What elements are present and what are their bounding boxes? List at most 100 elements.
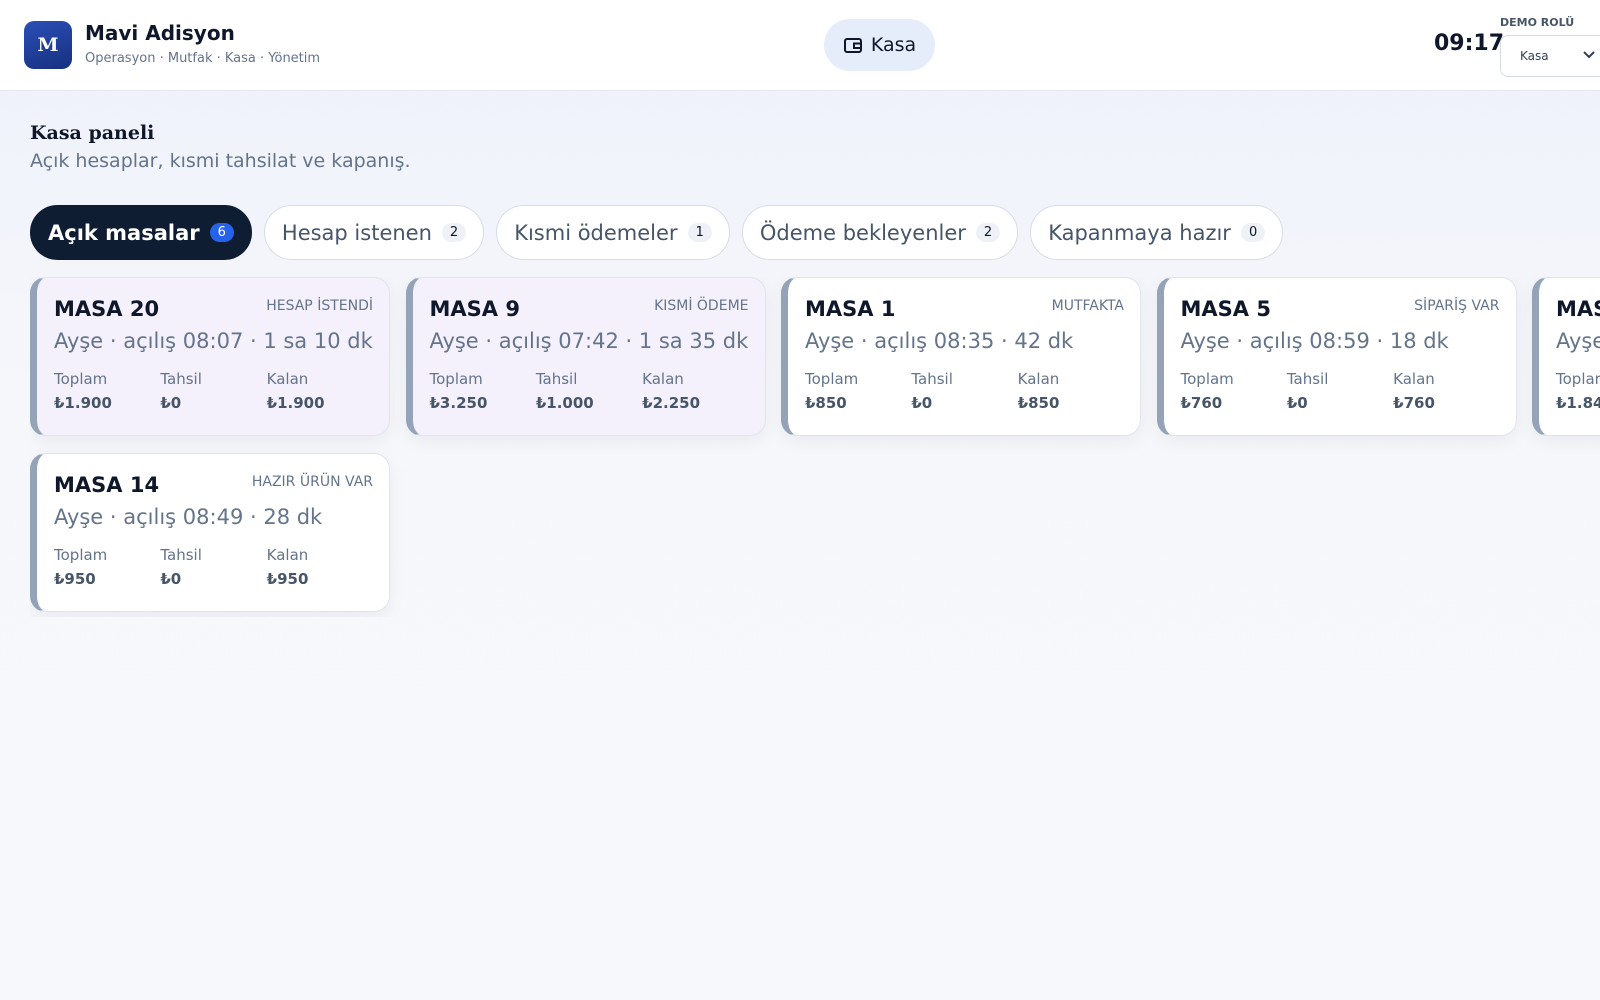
stat-label: Tahsil: [160, 370, 202, 388]
stat: Toplam ₺1.900: [54, 370, 160, 412]
stat-label: Tahsil: [911, 370, 953, 388]
table-meta: Ayşe · açılış 08:59 · 18 dk: [1180, 329, 1449, 353]
tab-label: Kapanmaya hazır: [1048, 220, 1231, 245]
tab-count: 0: [1240, 223, 1266, 242]
stat-value: ₺0: [911, 394, 933, 412]
tab-count: 6: [209, 223, 234, 242]
stat-value: ₺0: [160, 394, 182, 412]
stat-label: Toplam: [805, 370, 859, 388]
tabs: Açık masalar 6 Hesap istenen 2 Kısmi ödemele…: [30, 205, 1284, 260]
app-title: Mavi Adisyon: [85, 21, 235, 45]
brand: Mavi Adisyon Operasyon · Mutfak · Kasa ·…: [85, 21, 320, 66]
stat: Kalan ₺1.900: [267, 370, 373, 412]
filter-tab[interactable]: Hesap istenen 2: [263, 205, 485, 260]
table-meta: Ayşe · açılış 08:49 · 28 dk: [54, 505, 323, 529]
stat-value: ₺950: [266, 570, 309, 588]
table-name: MASA 1: [805, 297, 896, 321]
table-status: KISMİ ÖDEME: [654, 298, 749, 314]
clock: 09:17: [1434, 31, 1505, 56]
stat: Kalan ₺760: [1393, 370, 1499, 412]
stat: Kalan ₺2.250: [642, 370, 748, 412]
stat: Kalan ₺950: [267, 546, 373, 588]
stat-label: Toplam: [1180, 370, 1234, 388]
filter-tab[interactable]: Ödeme bekleyenler 2: [741, 205, 1019, 260]
page-title: Kasa paneli: [30, 122, 155, 144]
table-card[interactable]: MAS Ayşe Toplar ₺1.84: [1532, 277, 1600, 436]
stat-label: Toplar: [1556, 370, 1600, 388]
role-select[interactable]: Kasa: [1500, 35, 1600, 77]
table-card[interactable]: MASA 14 HAZIR ÜRÜN VAR Ayşe · açılış 08:49…: [30, 453, 390, 612]
stat-label: Kalan: [266, 370, 309, 388]
stat-value: ₺850: [805, 394, 847, 412]
table-meta: Ayşe · açılış 08:07 · 1 sa 10 dk: [54, 329, 373, 353]
stat-value: ₺1.900: [54, 394, 112, 412]
stat-label: Tahsil: [1286, 370, 1329, 388]
stat: Tahsil ₺0: [911, 370, 1017, 412]
stats-row: Toplar ₺1.84: [1556, 370, 1600, 412]
stat-value: ₺3.250: [429, 394, 488, 412]
table-card[interactable]: MASA 1 MUTFAKTA Ayşe · açılış 08:35 · 42 d…: [781, 277, 1141, 436]
nav-button[interactable]: Kasa: [824, 19, 935, 71]
tab-label: Açık masalar: [48, 220, 200, 245]
stat-label: Toplam: [54, 370, 108, 388]
stat: Tahsil ₺0: [160, 546, 266, 588]
stat-label: Tahsil: [535, 370, 578, 388]
stat-value: ₺950: [54, 570, 96, 588]
table-name: MASA 9: [429, 297, 520, 321]
stat-label: Toplam: [54, 546, 108, 564]
filter-tab[interactable]: Kısmi ödemeler 1: [496, 205, 730, 260]
stats-row: Toplam ₺3.250 Tahsil ₺1.000 Kalan ₺2.250: [430, 370, 749, 412]
table-name: MASA 20: [54, 297, 160, 321]
stat: Toplam ₺850: [805, 370, 911, 412]
stat-value: ₺0: [1286, 394, 1308, 412]
filter-tab[interactable]: Kapanmaya hazır 0: [1030, 205, 1284, 260]
stat-value: ₺1.900: [266, 394, 325, 412]
logo[interactable]: M: [24, 21, 72, 69]
tab-label: Ödeme bekleyenler: [759, 220, 966, 245]
table-status: HESAP İSTENDİ: [266, 298, 373, 314]
stat: Toplam ₺950: [54, 546, 160, 588]
table-meta: Ayşe: [1556, 329, 1600, 353]
table-card[interactable]: MASA 20 HESAP İSTENDİ Ayşe · açılış 08:07 …: [30, 277, 390, 436]
stat: Tahsil ₺0: [1287, 370, 1393, 412]
stat-value: ₺760: [1393, 394, 1435, 412]
table-name: MASA 14: [54, 473, 160, 497]
table-meta: Ayşe · açılış 08:35 · 42 dk: [805, 329, 1074, 353]
stat-value: ₺1.84: [1556, 394, 1600, 412]
role-value: Kasa: [1520, 49, 1549, 63]
stat: Toplam ₺760: [1181, 370, 1287, 412]
stat-value: ₺1.000: [535, 394, 594, 412]
stats-row: Toplam ₺1.900 Tahsil ₺0 Kalan ₺1.900: [54, 370, 373, 412]
table-meta: Ayşe · açılış 07:42 · 1 sa 35 dk: [429, 329, 749, 353]
tab-count: 2: [441, 223, 467, 242]
tab-count: 1: [687, 223, 712, 242]
page-subtitle: Açık hesaplar, kısmi tahsilat ve kapanış…: [30, 150, 411, 172]
table-card[interactable]: MASA 5 SİPARİŞ VAR Ayşe · açılış 08:59 · 1…: [1156, 277, 1517, 436]
card-grid: MASA 20 HESAP İSTENDİ Ayşe · açılış 08:07 …: [30, 277, 1600, 617]
stat: Toplam ₺3.250: [430, 370, 536, 412]
filter-tab[interactable]: Açık masalar 6: [30, 205, 252, 260]
stat: Toplar ₺1.84: [1556, 370, 1600, 412]
wallet-icon: [843, 38, 862, 53]
stat-value: ₺0: [160, 570, 182, 588]
nav-label: Kasa: [870, 34, 917, 56]
chevron: [1583, 51, 1595, 59]
stat: Tahsil ₺0: [160, 370, 266, 412]
stat-label: Toplam: [429, 370, 483, 388]
tab-label: Kısmi ödemeler: [514, 220, 678, 245]
table-card[interactable]: MASA 9 KISMİ ÖDEME Ayşe · açılış 07:42 · 1…: [405, 277, 766, 436]
stat-value: ₺760: [1180, 394, 1223, 412]
page-heading: Kasa paneli Açık hesaplar, kısmi tahsila…: [30, 122, 411, 172]
top-bar: M Mavi Adisyon Operasyon · Mutfak · Kasa…: [0, 0, 1600, 91]
stat-value: ₺850: [1017, 394, 1060, 412]
stat-label: Kalan: [1393, 370, 1435, 388]
stats-row: Toplam ₺760 Tahsil ₺0 Kalan ₺760: [1181, 370, 1500, 412]
tab-count: 2: [975, 223, 1001, 242]
stat-label: Tahsil: [160, 546, 202, 564]
table-status: SİPARİŞ VAR: [1414, 298, 1500, 314]
stat-label: Kalan: [266, 546, 309, 564]
stat: Kalan ₺850: [1018, 370, 1124, 412]
role-label: DEMO ROLÜ: [1500, 16, 1575, 29]
stat: Tahsil ₺1.000: [536, 370, 642, 412]
